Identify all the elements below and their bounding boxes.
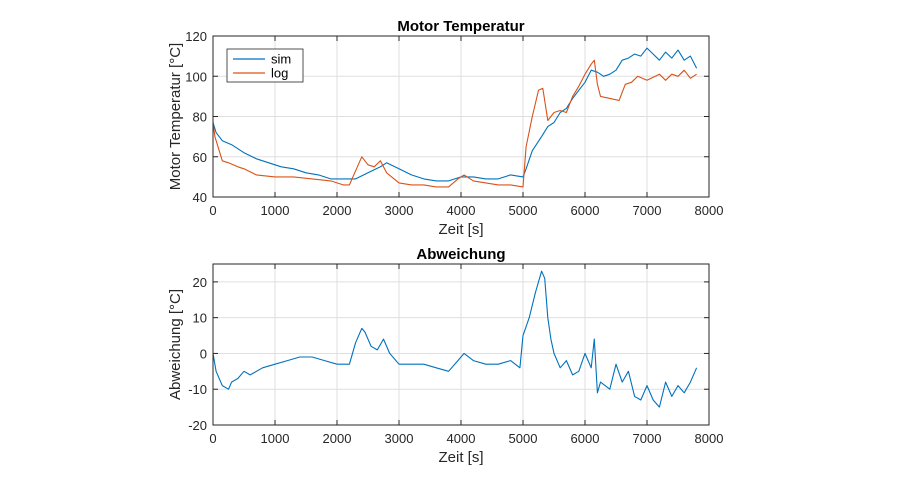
x-tick-label: 8000 (695, 431, 724, 446)
legend-box (226, 48, 304, 83)
x-tick-label: 1000 (261, 431, 290, 446)
x-tick-label: 6000 (571, 431, 600, 446)
y-tick-label: 10 (193, 311, 207, 326)
x-tick-label: 7000 (633, 203, 662, 218)
x-tick-label: 6000 (571, 203, 600, 218)
x-tick-label: 5000 (509, 203, 538, 218)
y-tick-label: 40 (193, 190, 207, 205)
y-tick-label: 0 (200, 346, 207, 361)
x-tick-label: 4000 (447, 431, 476, 446)
y-tick-label: 120 (185, 29, 207, 44)
x-tick-label: 8000 (695, 203, 724, 218)
y-tick-label: 60 (193, 150, 207, 165)
y-tick-label: 20 (193, 275, 207, 290)
deviation-chart: 0 1000 2000 3000 4000 5000 6000 7000 8000 -20 -10 0… (167, 246, 723, 466)
x-tick-label: 0 (209, 203, 216, 218)
chart-title: Abweichung (416, 246, 505, 263)
legend-label-sim: sim (271, 52, 291, 67)
series-line-abweichung (213, 270, 698, 408)
x-axis-label: Zeit [s] (438, 221, 483, 238)
x-tick-label: 4000 (447, 203, 476, 218)
x-axis-label: Zeit [s] (438, 449, 483, 466)
y-axis-label: Abweichung [°C] (167, 289, 184, 400)
y-tick-label: -10 (188, 382, 207, 397)
y-tick-label: 80 (193, 110, 207, 125)
x-tick-label: 1000 (261, 203, 290, 218)
legend-label-log: log (271, 66, 288, 81)
x-tick-label: 0 (209, 431, 216, 446)
x-tick-label: 3000 (385, 431, 414, 446)
x-tick-label: 5000 (509, 431, 538, 446)
temperature-chart: 0 1000 2000 3000 4000 5000 6000 7000 8000 40 60 80 1… (167, 18, 723, 238)
y-tick-label: -20 (188, 418, 207, 433)
series-line-log (213, 59, 697, 188)
x-tick-label: 2000 (323, 203, 352, 218)
x-tick-label: 7000 (633, 431, 662, 446)
x-tick-label: 2000 (323, 431, 352, 446)
y-axis-label: Motor Temperatur [°C] (167, 43, 184, 190)
y-tick-label: 100 (185, 69, 207, 84)
x-tick-label: 3000 (385, 203, 414, 218)
chart-title: Motor Temperatur (397, 18, 524, 35)
